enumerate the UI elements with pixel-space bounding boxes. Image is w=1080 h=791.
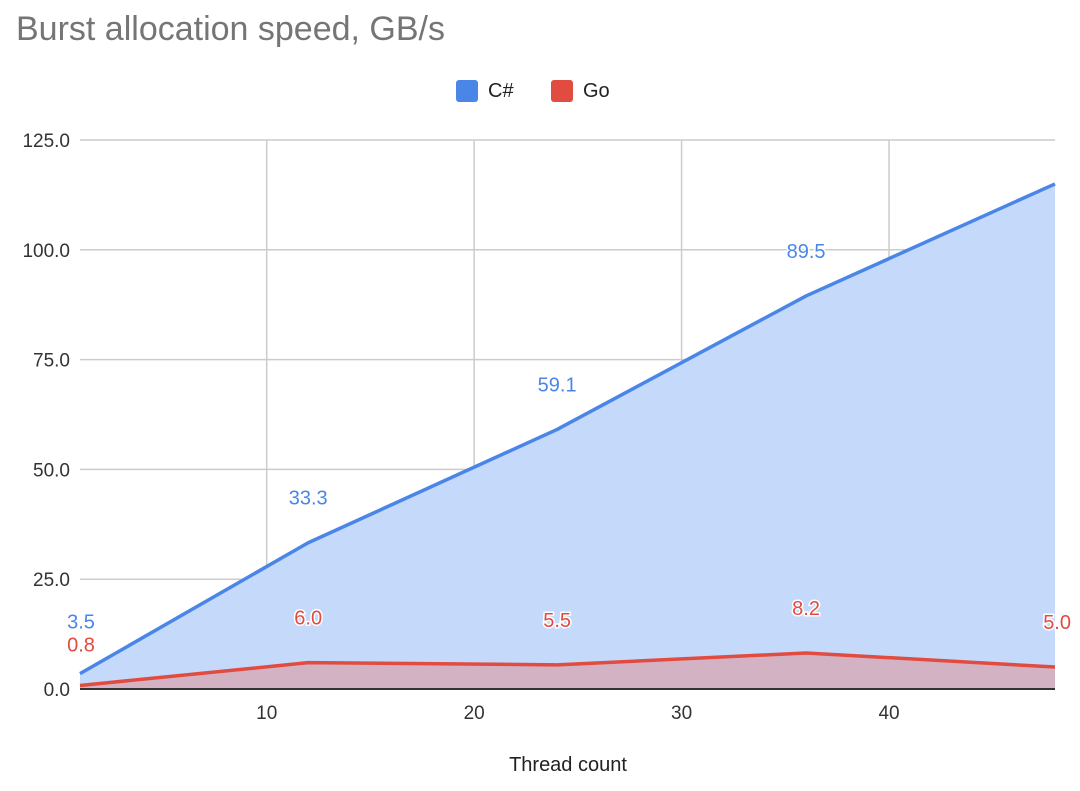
x-tick-label: 20	[464, 703, 485, 724]
y-tick-label: 50.0	[33, 460, 70, 481]
x-tick-label: 40	[878, 703, 899, 724]
area-go	[80, 652, 1055, 689]
legend-label-csharp: C#	[488, 79, 514, 102]
area-csharp	[80, 183, 1055, 690]
y-tick-label: 75.0	[33, 351, 70, 372]
data-label-go: 6.0	[294, 608, 322, 630]
legend-label-go: Go	[583, 79, 610, 102]
y-tick-label: 0.0	[44, 680, 70, 701]
data-label-go: 5.0	[1043, 612, 1071, 634]
y-tick-label: 100.0	[22, 241, 70, 262]
data-label-go: 0.8	[67, 634, 95, 656]
legend: C# Go	[0, 78, 1080, 104]
y-tick-label: 25.0	[33, 570, 70, 591]
series-line-csharp	[79, 182, 1056, 676]
legend-item-csharp[interactable]: C#	[456, 78, 514, 104]
data-label-go: 8.2	[792, 598, 820, 620]
data-label-csharp: 33.3	[289, 488, 328, 510]
legend-swatch-csharp	[456, 80, 478, 102]
x-axis-title: Thread count	[509, 754, 627, 776]
data-label-csharp: 3.5	[67, 612, 95, 634]
legend-item-go[interactable]: Go	[551, 78, 610, 104]
data-label-go: 5.5	[543, 610, 571, 632]
series-line-go	[79, 651, 1056, 688]
data-label-csharp: 89.5	[787, 241, 826, 263]
y-tick-label: 125.0	[22, 131, 70, 152]
x-tick-label: 30	[671, 703, 692, 724]
x-tick-label: 10	[256, 703, 277, 724]
data-label-csharp: 59.1	[538, 374, 577, 396]
chart-title: Burst allocation speed, GB/s	[16, 10, 446, 48]
legend-swatch-go	[551, 80, 573, 102]
